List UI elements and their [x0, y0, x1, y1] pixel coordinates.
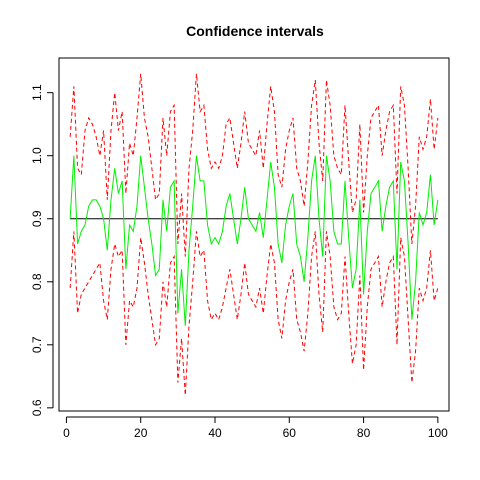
axes: 0 20 40 60 80 100 0.6 0.7 0.8 0.9 1.0 1.1: [30, 84, 448, 440]
y-tick-label: 1.0: [30, 147, 44, 164]
y-tick-label: 1.1: [30, 84, 44, 101]
upper-bound-series-line: [69, 73, 439, 257]
estimate-series-line: [69, 155, 439, 326]
x-tick-label: 100: [428, 426, 448, 440]
plot-area: [69, 73, 439, 396]
x-tick-label: 60: [283, 426, 297, 440]
y-tick-label: 0.6: [30, 399, 44, 416]
y-tick-label: 0.9: [30, 210, 44, 227]
lower-bound-series-line: [69, 231, 439, 396]
plot-frame: [58, 57, 450, 412]
x-tick-label: 80: [357, 426, 371, 440]
x-tick-label: 40: [208, 426, 222, 440]
chart-title: Confidence intervals: [186, 23, 324, 39]
y-tick-label: 0.7: [30, 336, 44, 353]
x-tick-label: 0: [63, 426, 70, 440]
y-tick-label: 0.8: [30, 273, 44, 290]
x-tick-label: 20: [134, 426, 148, 440]
